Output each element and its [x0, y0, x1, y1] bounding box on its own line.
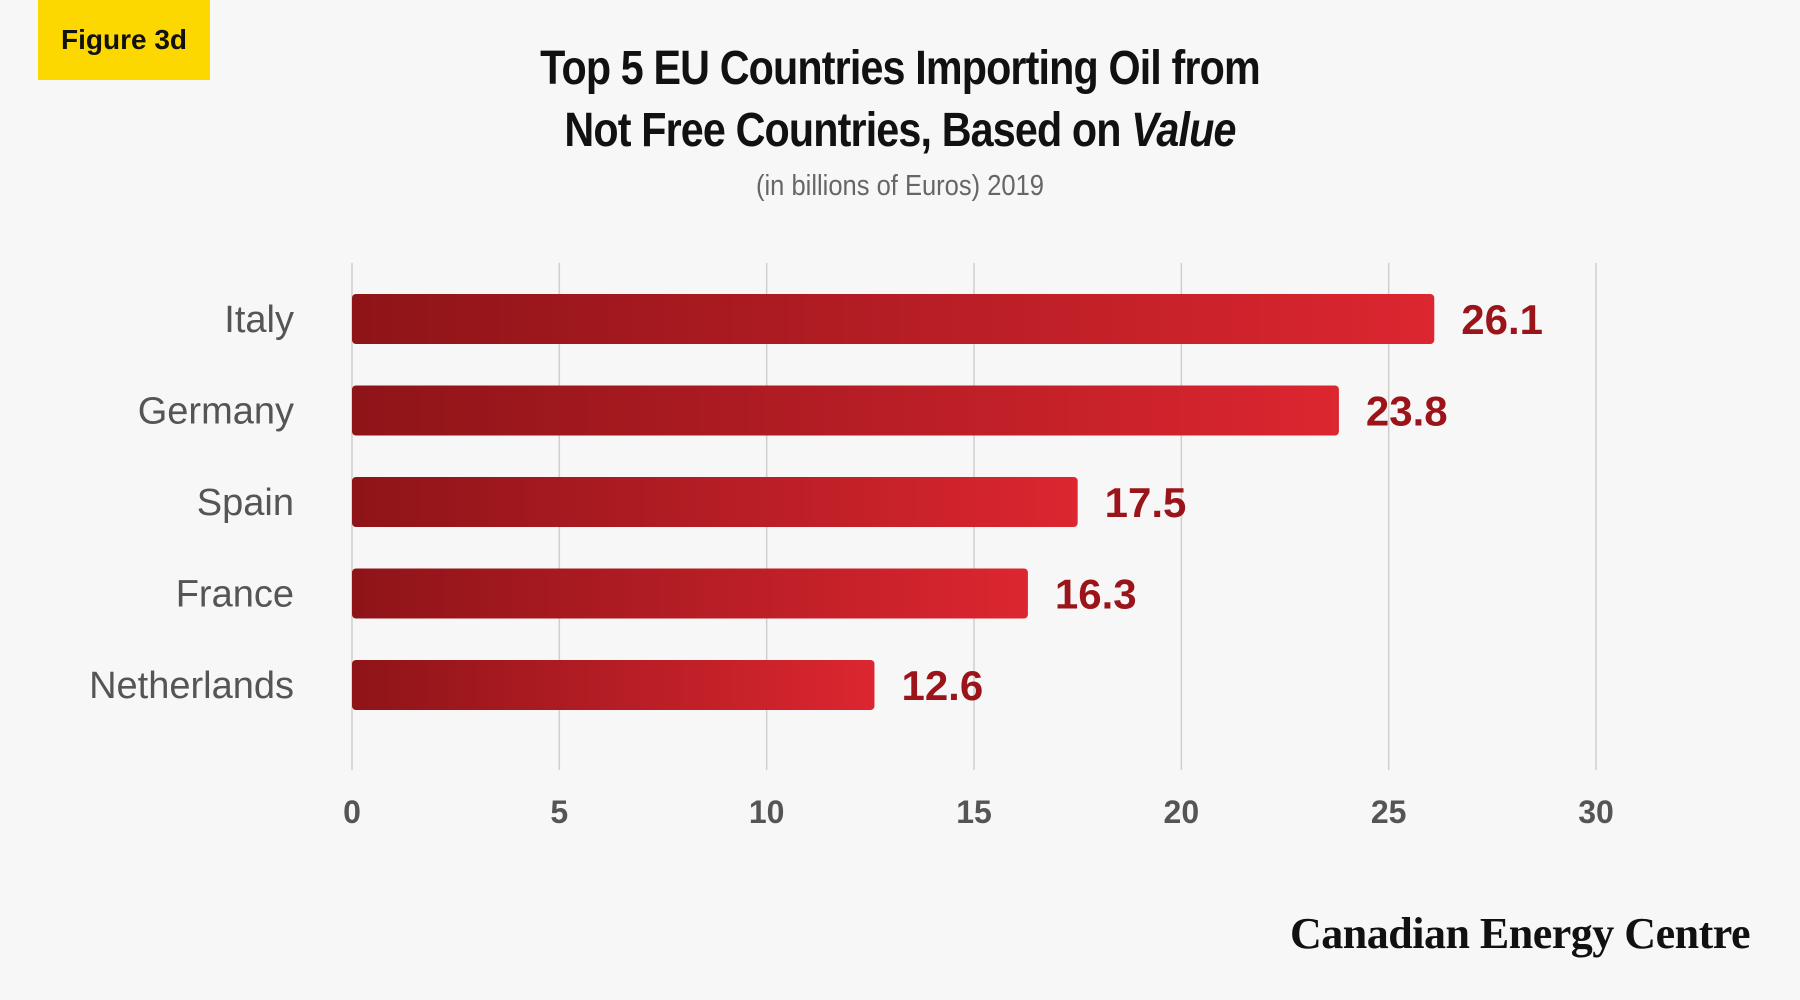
- brand-logo-text: Canadian Energy Centre: [1290, 909, 1750, 958]
- chart-title-line-1: Top 5 EU Countries Importing Oil from: [540, 42, 1260, 95]
- category-label-netherlands: Netherlands: [89, 665, 294, 707]
- x-tick-label-5: 5: [550, 794, 568, 830]
- x-tick-label-30: 30: [1578, 794, 1614, 830]
- value-label-italy: 26.1: [1461, 296, 1543, 343]
- x-tick-label-25: 25: [1371, 794, 1407, 830]
- category-labels: Italy Germany Spain France Netherlands: [89, 299, 294, 707]
- bars: [352, 294, 1435, 710]
- x-tick-label-20: 20: [1164, 794, 1200, 830]
- bar-germany: [352, 385, 1339, 436]
- x-tick-label-15: 15: [956, 794, 992, 830]
- category-label-spain: Spain: [197, 482, 294, 524]
- bar-italy: [352, 294, 1435, 344]
- value-labels: 26.1 23.8 17.5 16.3 12.6: [901, 296, 1543, 709]
- value-label-france: 16.3: [1055, 571, 1137, 618]
- figure-label-badge: Figure 3d: [38, 0, 210, 80]
- category-label-france: France: [176, 574, 294, 616]
- chart-title-emphasis: Value: [1131, 104, 1236, 157]
- value-label-netherlands: 12.6: [901, 662, 983, 709]
- value-label-germany: 23.8: [1366, 388, 1448, 435]
- chart-subtitle: (in billions of Euros) 2019: [756, 170, 1044, 202]
- value-label-spain: 17.5: [1105, 479, 1187, 526]
- x-tick-label-0: 0: [343, 794, 361, 830]
- x-axis-ticks: 0 5 10 15 20 25 30: [343, 794, 1614, 830]
- bar-spain: [352, 477, 1078, 527]
- chart-title-line-2: Not Free Countries, Based on Value: [126, 100, 1674, 162]
- category-label-italy: Italy: [224, 299, 294, 341]
- bar-france: [352, 568, 1028, 619]
- x-tick-label-10: 10: [749, 794, 785, 830]
- chart-title-line-2-prefix: Not Free Countries, Based on: [564, 104, 1132, 157]
- chart-title: Top 5 EU Countries Importing Oil from No…: [126, 38, 1674, 162]
- category-label-germany: Germany: [138, 391, 294, 433]
- bar-netherlands: [352, 660, 875, 710]
